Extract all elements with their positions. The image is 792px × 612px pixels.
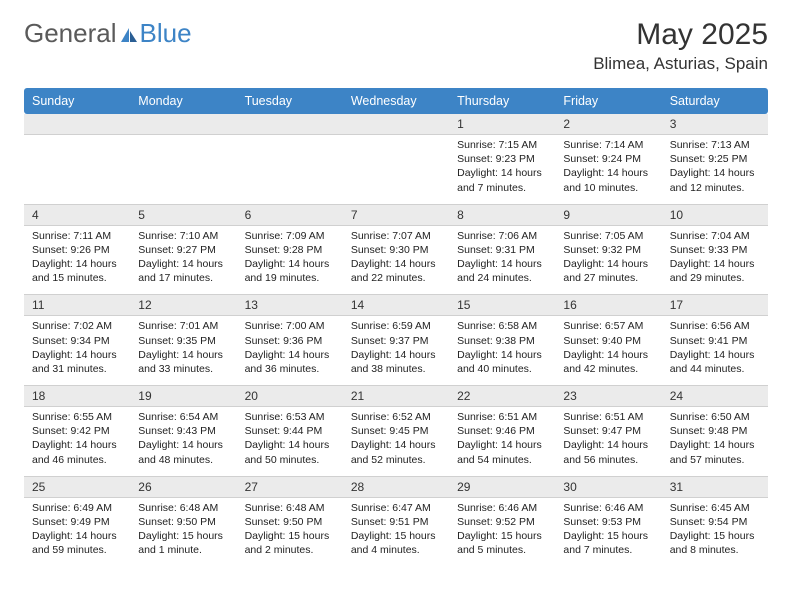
day-info-cell: Sunrise: 6:46 AMSunset: 9:52 PMDaylight:… <box>449 498 555 563</box>
day-number: 9 <box>555 205 661 225</box>
day-number-row: 18192021222324 <box>24 385 768 407</box>
day-info-cell: Sunrise: 6:51 AMSunset: 9:47 PMDaylight:… <box>555 407 661 472</box>
day-info-cell: Sunrise: 6:47 AMSunset: 9:51 PMDaylight:… <box>343 498 449 563</box>
weekday-header-row: SundayMondayTuesdayWednesdayThursdayFrid… <box>24 88 768 114</box>
day-number: 7 <box>343 205 449 225</box>
day-number: 3 <box>662 114 768 134</box>
day-info-cell: Sunrise: 6:48 AMSunset: 9:50 PMDaylight:… <box>130 498 236 563</box>
day-info-cell: Sunrise: 6:45 AMSunset: 9:54 PMDaylight:… <box>662 498 768 563</box>
day-info-cell: Sunrise: 7:06 AMSunset: 9:31 PMDaylight:… <box>449 226 555 291</box>
day-number: 26 <box>130 477 236 497</box>
day-number: 22 <box>449 386 555 406</box>
title-block: May 2025 Blimea, Asturias, Spain <box>593 18 768 74</box>
brand-part2: Blue <box>140 18 192 49</box>
page-header: General Blue May 2025 Blimea, Asturias, … <box>0 0 792 82</box>
day-number: 29 <box>449 477 555 497</box>
day-info-cell: Sunrise: 6:54 AMSunset: 9:43 PMDaylight:… <box>130 407 236 472</box>
day-number: 20 <box>237 386 343 406</box>
day-info-cell: Sunrise: 7:04 AMSunset: 9:33 PMDaylight:… <box>662 226 768 291</box>
day-info-cell: Sunrise: 7:07 AMSunset: 9:30 PMDaylight:… <box>343 226 449 291</box>
day-info-cell: Sunrise: 7:14 AMSunset: 9:24 PMDaylight:… <box>555 135 661 200</box>
day-number: 11 <box>24 295 130 315</box>
day-number: 14 <box>343 295 449 315</box>
day-info-cell: Sunrise: 7:13 AMSunset: 9:25 PMDaylight:… <box>662 135 768 200</box>
day-info-row: Sunrise: 6:49 AMSunset: 9:49 PMDaylight:… <box>24 498 768 563</box>
day-info-row: Sunrise: 6:55 AMSunset: 9:42 PMDaylight:… <box>24 407 768 472</box>
day-info-cell <box>130 135 236 200</box>
day-number-row: 45678910 <box>24 204 768 226</box>
day-info-cell: Sunrise: 7:15 AMSunset: 9:23 PMDaylight:… <box>449 135 555 200</box>
day-number-row: 123 <box>24 114 768 135</box>
day-number: 23 <box>555 386 661 406</box>
day-number: 2 <box>555 114 661 134</box>
calendar-grid: SundayMondayTuesdayWednesdayThursdayFrid… <box>24 88 768 562</box>
day-info-cell: Sunrise: 6:48 AMSunset: 9:50 PMDaylight:… <box>237 498 343 563</box>
day-number: 13 <box>237 295 343 315</box>
day-number <box>343 114 449 134</box>
weekday-header: Saturday <box>662 88 768 114</box>
day-info-cell: Sunrise: 7:02 AMSunset: 9:34 PMDaylight:… <box>24 316 130 381</box>
day-info-cell <box>343 135 449 200</box>
brand-logo: General Blue <box>24 18 192 49</box>
weeks-container: 123Sunrise: 7:15 AMSunset: 9:23 PMDaylig… <box>24 114 768 562</box>
weekday-header: Tuesday <box>237 88 343 114</box>
day-number <box>24 114 130 134</box>
day-number: 5 <box>130 205 236 225</box>
day-info-cell <box>24 135 130 200</box>
day-info-row: Sunrise: 7:11 AMSunset: 9:26 PMDaylight:… <box>24 226 768 291</box>
weekday-header: Friday <box>555 88 661 114</box>
day-info-cell: Sunrise: 6:56 AMSunset: 9:41 PMDaylight:… <box>662 316 768 381</box>
brand-part1: General <box>24 18 117 49</box>
day-number: 1 <box>449 114 555 134</box>
day-info-cell: Sunrise: 6:50 AMSunset: 9:48 PMDaylight:… <box>662 407 768 472</box>
weekday-header: Sunday <box>24 88 130 114</box>
day-number: 16 <box>555 295 661 315</box>
day-number <box>237 114 343 134</box>
day-info-cell <box>237 135 343 200</box>
day-info-cell: Sunrise: 6:55 AMSunset: 9:42 PMDaylight:… <box>24 407 130 472</box>
day-number: 30 <box>555 477 661 497</box>
day-info-cell: Sunrise: 6:46 AMSunset: 9:53 PMDaylight:… <box>555 498 661 563</box>
location-subtitle: Blimea, Asturias, Spain <box>593 54 768 74</box>
day-info-cell: Sunrise: 7:10 AMSunset: 9:27 PMDaylight:… <box>130 226 236 291</box>
day-info-cell: Sunrise: 7:09 AMSunset: 9:28 PMDaylight:… <box>237 226 343 291</box>
sail-icon <box>119 20 139 51</box>
day-number: 24 <box>662 386 768 406</box>
day-number-row: 11121314151617 <box>24 294 768 316</box>
day-number: 19 <box>130 386 236 406</box>
day-info-row: Sunrise: 7:02 AMSunset: 9:34 PMDaylight:… <box>24 316 768 381</box>
day-number <box>130 114 236 134</box>
day-number: 28 <box>343 477 449 497</box>
day-number: 12 <box>130 295 236 315</box>
month-title: May 2025 <box>593 18 768 52</box>
day-number: 8 <box>449 205 555 225</box>
day-info-cell: Sunrise: 6:53 AMSunset: 9:44 PMDaylight:… <box>237 407 343 472</box>
day-info-cell: Sunrise: 6:51 AMSunset: 9:46 PMDaylight:… <box>449 407 555 472</box>
day-info-cell: Sunrise: 6:59 AMSunset: 9:37 PMDaylight:… <box>343 316 449 381</box>
day-info-cell: Sunrise: 6:58 AMSunset: 9:38 PMDaylight:… <box>449 316 555 381</box>
weekday-header: Monday <box>130 88 236 114</box>
day-info-cell: Sunrise: 6:57 AMSunset: 9:40 PMDaylight:… <box>555 316 661 381</box>
day-number: 6 <box>237 205 343 225</box>
day-info-row: Sunrise: 7:15 AMSunset: 9:23 PMDaylight:… <box>24 135 768 200</box>
day-info-cell: Sunrise: 6:49 AMSunset: 9:49 PMDaylight:… <box>24 498 130 563</box>
day-info-cell: Sunrise: 6:52 AMSunset: 9:45 PMDaylight:… <box>343 407 449 472</box>
day-info-cell: Sunrise: 7:05 AMSunset: 9:32 PMDaylight:… <box>555 226 661 291</box>
day-number: 10 <box>662 205 768 225</box>
day-number: 4 <box>24 205 130 225</box>
weekday-header: Thursday <box>449 88 555 114</box>
day-info-cell: Sunrise: 7:00 AMSunset: 9:36 PMDaylight:… <box>237 316 343 381</box>
day-number: 27 <box>237 477 343 497</box>
day-number-row: 25262728293031 <box>24 476 768 498</box>
day-number: 31 <box>662 477 768 497</box>
day-number: 25 <box>24 477 130 497</box>
day-number: 17 <box>662 295 768 315</box>
day-number: 18 <box>24 386 130 406</box>
day-info-cell: Sunrise: 7:11 AMSunset: 9:26 PMDaylight:… <box>24 226 130 291</box>
day-info-cell: Sunrise: 7:01 AMSunset: 9:35 PMDaylight:… <box>130 316 236 381</box>
day-number: 15 <box>449 295 555 315</box>
day-number: 21 <box>343 386 449 406</box>
weekday-header: Wednesday <box>343 88 449 114</box>
